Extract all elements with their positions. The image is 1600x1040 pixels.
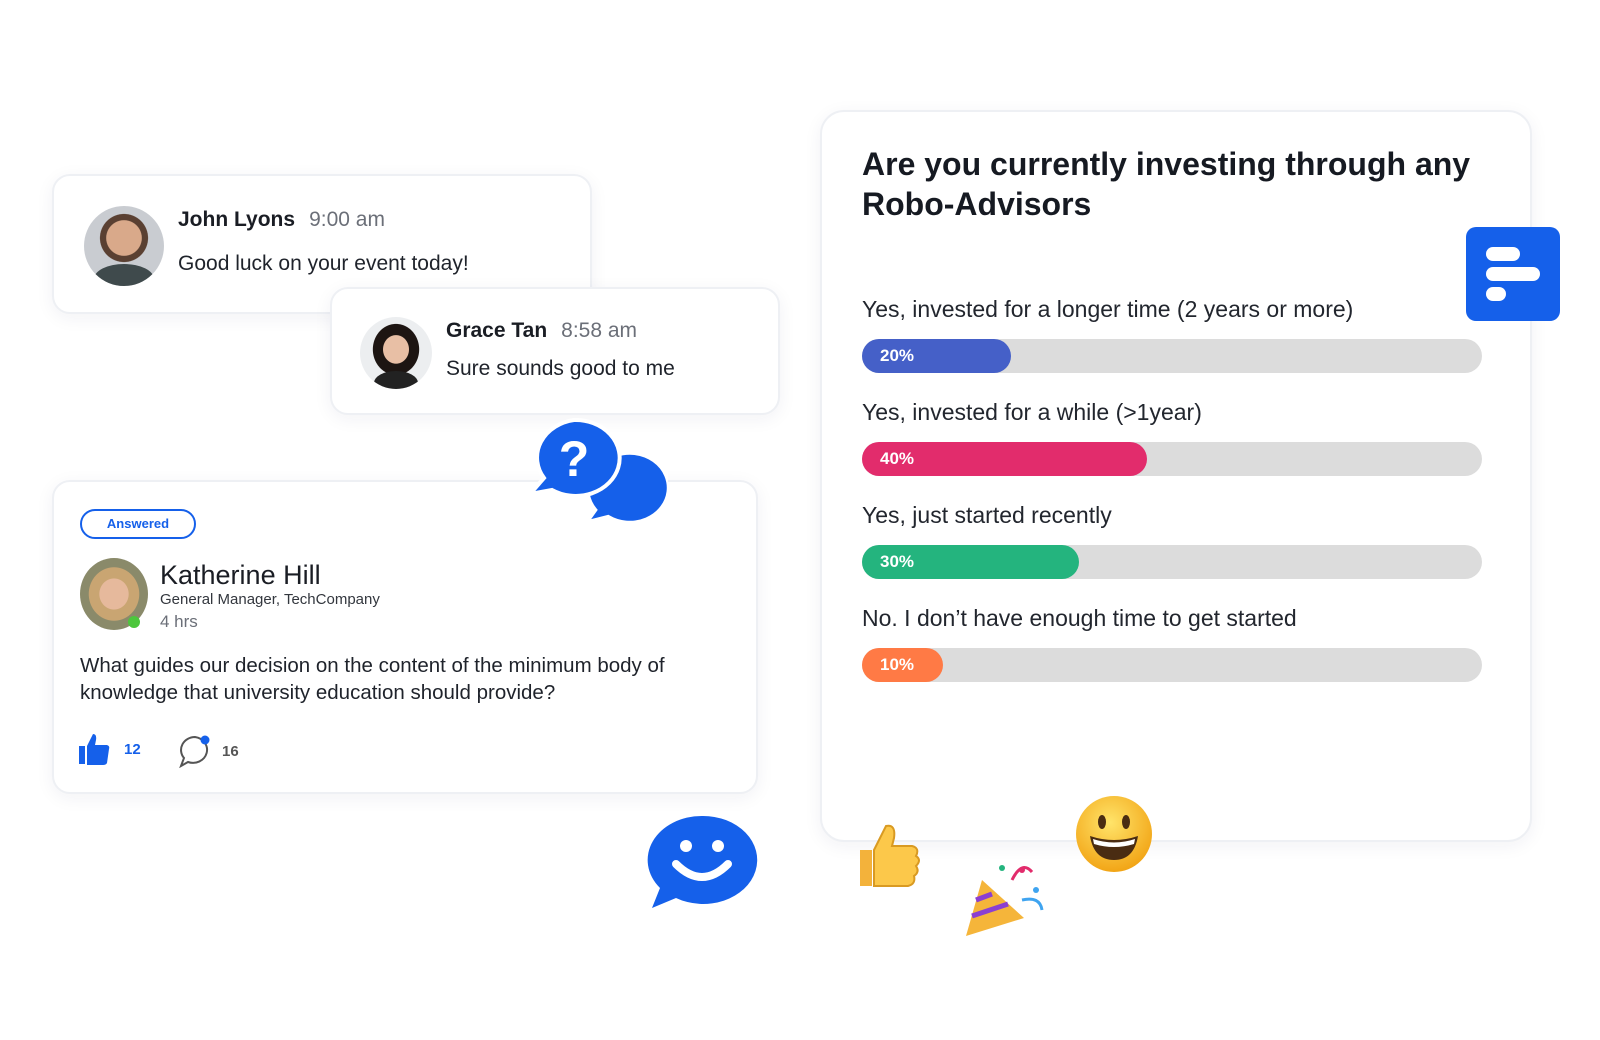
avatar-katherine [80, 558, 148, 630]
poll-progress-fill: 20% [862, 339, 1011, 373]
smiley-chat-icon [647, 815, 758, 908]
poll-progress-track: 20% [862, 339, 1482, 373]
sender-name: John Lyons [178, 208, 296, 231]
message-time: 9:00 am [309, 208, 385, 231]
poll-option[interactable]: Yes, just started recently 30% [862, 502, 1482, 579]
online-indicator [128, 616, 140, 628]
poll-title: Are you currently investing through any … [862, 146, 1471, 222]
poll-option[interactable]: Yes, invested for a longer time (2 years… [862, 296, 1482, 373]
question-chat-icon: ? [528, 418, 668, 529]
poll-progress-fill: 40% [862, 442, 1148, 476]
message-text: Sure sounds good to me [446, 357, 675, 380]
qa-question-card: Answered Katherine Hill General Manager,… [52, 480, 758, 794]
poll-progress-fill: 30% [862, 545, 1079, 579]
poll-option-label: Yes, invested for a longer time (2 years… [862, 296, 1354, 322]
status-badge: Answered [80, 509, 196, 539]
poll-progress-track: 40% [862, 442, 1482, 476]
comment-button[interactable]: 16 [178, 734, 239, 768]
poll-option-label: Yes, invested for a while (>1year) [862, 399, 1202, 425]
comment-count: 16 [222, 742, 239, 760]
poll-icon [1466, 227, 1560, 321]
thumbs-up-emoji [860, 824, 920, 887]
posted-time: 4 hrs [160, 612, 198, 631]
avatar-john [84, 206, 164, 286]
comment-icon [179, 735, 210, 768]
poll-progress-track: 10% [862, 648, 1482, 682]
question-text: What guides our decision on the content … [80, 654, 665, 704]
poll-progress-track: 30% [862, 545, 1482, 579]
author-name: Katherine Hill [160, 560, 321, 590]
svg-text:?: ? [559, 431, 590, 487]
author-title: General Manager, TechCompany [160, 591, 380, 608]
message-time: 8:58 am [561, 319, 638, 342]
message-text: Good luck on your event today! [178, 252, 469, 275]
avatar-grace [360, 317, 432, 389]
poll-option-label: Yes, just started recently [862, 502, 1112, 528]
chat-message-john: John Lyons 9:00 am Good luck on your even… [52, 174, 592, 314]
sender-name: Grace Tan [446, 319, 548, 342]
chat-message-grace: Grace Tan 8:58 am Sure sounds good to me [330, 287, 780, 415]
thumbs-up-icon [79, 734, 110, 765]
like-count: 12 [124, 740, 141, 758]
party-popper-emoji [966, 865, 1044, 936]
poll-progress-fill: 10% [862, 648, 943, 682]
poll-card: Are you currently investing through any … [820, 110, 1532, 842]
like-button[interactable]: 12 [78, 732, 141, 766]
grinning-face-emoji [1076, 796, 1152, 872]
poll-option-label: No. I don’t have enough time to get star… [862, 605, 1297, 631]
poll-option[interactable]: No. I don’t have enough time to get star… [862, 605, 1482, 682]
poll-option[interactable]: Yes, invested for a while (>1year) 40% [862, 399, 1482, 476]
